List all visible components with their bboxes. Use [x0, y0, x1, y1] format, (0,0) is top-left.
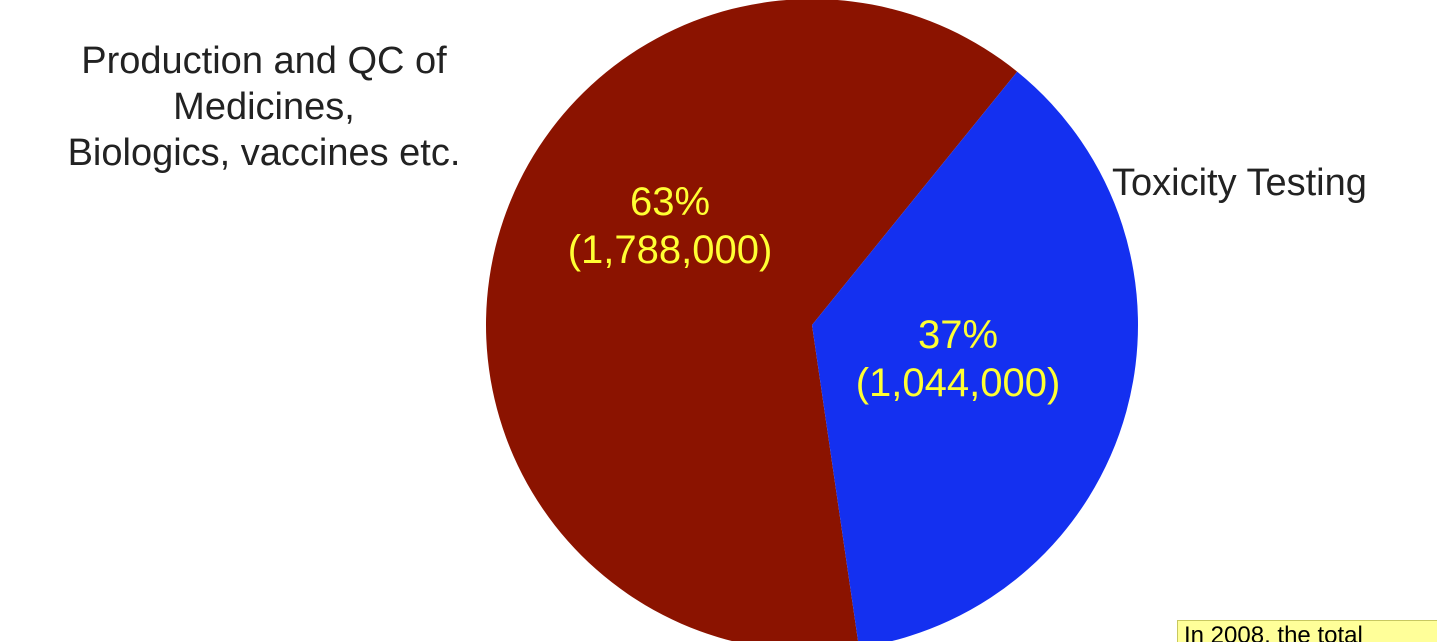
pie-slice-production [486, 0, 1018, 641]
slice-label-toxicity: Toxicity Testing [1112, 162, 1367, 204]
pie-data-labels: 63%(1,788,000) 37%(1,044,000) [568, 180, 1061, 405]
note-box: In 2008, the total [1177, 620, 1437, 642]
data-label-value-toxicity: (1,044,000) [856, 361, 1061, 405]
data-label-percent-production: 63% [630, 180, 710, 224]
note-text: In 2008, the total [1184, 622, 1363, 642]
slice-label-production: Production and QC of Medicines, Biologic… [67, 40, 461, 174]
data-label-value-production: (1,788,000) [568, 228, 773, 272]
pie-slices [486, 0, 1138, 641]
data-label-percent-toxicity: 37% [918, 313, 998, 357]
pie-slice-toxicity [812, 71, 1138, 641]
